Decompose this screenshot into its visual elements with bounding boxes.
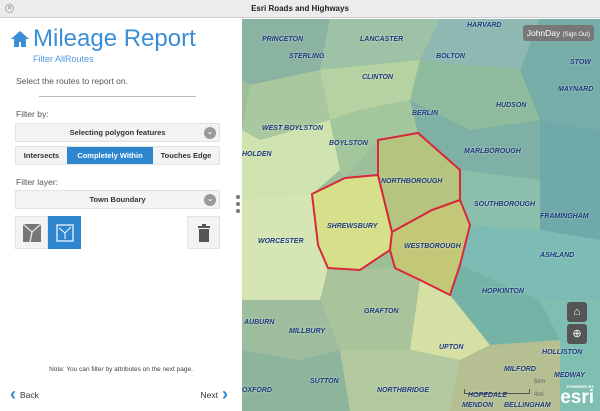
- town-label: GRAFTON: [364, 308, 399, 315]
- town-label: STOW: [570, 59, 591, 66]
- window-titlebar: × Esri Roads and Highways: [0, 0, 600, 18]
- town-label: BELLINGHAM: [504, 402, 551, 409]
- town-label: OXFORD: [242, 387, 272, 394]
- spatial-relation-segmented: Intersects Completely Within Touches Edg…: [15, 146, 220, 165]
- town-label: HOLLISTON: [542, 349, 583, 356]
- back-label: Back: [20, 389, 39, 400]
- town-label: SUTTON: [310, 378, 339, 385]
- town-label: MENDON: [462, 402, 494, 409]
- user-sign-out-button[interactable]: JohnDay (Sign Out): [522, 25, 594, 41]
- town-label: STERLING: [289, 53, 325, 60]
- town-label: CLINTON: [362, 74, 393, 81]
- scale-km: 6km: [534, 379, 546, 385]
- title-text: Mileage Report: [33, 25, 196, 52]
- town-label: WORCESTER: [258, 238, 304, 245]
- home-icon[interactable]: [10, 29, 30, 49]
- town-label: NORTHBOROUGH: [381, 178, 443, 185]
- divider: [39, 96, 196, 97]
- filter-layer-value: Town Boundary: [89, 195, 146, 204]
- town-label: HARVARD: [467, 22, 502, 29]
- town-label: LANCASTER: [360, 36, 404, 43]
- town-label: PRINCETON: [262, 36, 304, 43]
- close-window-button[interactable]: ×: [5, 4, 14, 13]
- filter-layer-label: Filter layer:: [16, 177, 59, 187]
- filter-by-select[interactable]: Selecting polygon features ⌄: [15, 123, 220, 142]
- subtitle: Filter AllRoutes: [33, 54, 94, 64]
- filter-by-label: Filter by:: [16, 109, 49, 119]
- next-label: Next: [200, 389, 218, 400]
- town-label: HOPEDALE: [468, 392, 507, 399]
- chevron-right-icon: ›: [222, 384, 228, 404]
- town-label: BOLTON: [436, 53, 465, 60]
- town-label: AUBURN: [244, 319, 275, 326]
- town-label: NORTHBRIDGE: [377, 387, 429, 394]
- town-label: FRAMINGHAM: [540, 213, 589, 220]
- town-label: HOPKINTON: [482, 288, 524, 295]
- town-label: BOYLSTON: [329, 140, 368, 147]
- town-label: MILLBURY: [289, 328, 326, 335]
- powered-by: POWERED BY: [566, 384, 594, 389]
- username: JohnDay: [526, 28, 561, 38]
- freehand-polygon-icon: [22, 222, 41, 242]
- town-label: SHREWSBURY: [327, 223, 378, 230]
- chevron-left-icon: ‹: [10, 384, 16, 404]
- home-extent-button[interactable]: ⌂: [567, 302, 587, 322]
- chevron-down-icon: ⌄: [204, 127, 216, 139]
- clear-button[interactable]: [187, 216, 220, 249]
- side-panel: Mileage Report Filter AllRoutes Select t…: [0, 19, 242, 411]
- draw-polygon-button[interactable]: [48, 216, 81, 249]
- crosshair-icon: ⊕: [572, 328, 582, 340]
- town-label: WESTBOROUGH: [404, 243, 461, 250]
- town-label: BERLIN: [412, 110, 439, 117]
- trash-icon: [197, 223, 210, 242]
- town-label: MEDWAY: [554, 372, 585, 379]
- town-label: MARLBOROUGH: [464, 148, 521, 155]
- window-title: Esri Roads and Highways: [251, 4, 349, 13]
- scale-bar: [464, 389, 530, 394]
- town-label: HOLDEN: [242, 151, 272, 158]
- option-intersects[interactable]: Intersects: [16, 147, 67, 164]
- filter-by-value: Selecting polygon features: [69, 128, 166, 137]
- town-label: UPTON: [439, 344, 464, 351]
- draw-freehand-button[interactable]: [15, 216, 48, 249]
- map-view[interactable]: PRINCETON HARVARD LANCASTER STERLING BOL…: [242, 19, 600, 411]
- note-text: Note: You can filter by attributes on th…: [49, 366, 193, 373]
- panel-resize-handle[interactable]: [236, 195, 241, 216]
- town-label: ASHLAND: [540, 252, 575, 259]
- town-label: MAYNARD: [558, 86, 594, 93]
- town-label: MILFORD: [504, 366, 536, 373]
- home-icon: ⌂: [573, 306, 581, 318]
- esri-logo: POWERED BY esri: [560, 384, 594, 409]
- back-button[interactable]: ‹ Back: [10, 384, 39, 405]
- filter-layer-select[interactable]: Town Boundary ⌄: [15, 190, 220, 209]
- option-completely-within[interactable]: Completely Within: [67, 147, 153, 164]
- next-button[interactable]: Next ›: [201, 384, 228, 405]
- town-label: WEST BOYLSTON: [262, 125, 323, 132]
- town-polygons: [242, 19, 600, 411]
- select-polygon-icon: [55, 223, 74, 242]
- page-title: Mileage Report: [10, 25, 196, 53]
- locate-button[interactable]: ⊕: [567, 324, 587, 344]
- option-touches-edge[interactable]: Touches Edge: [153, 147, 219, 164]
- logo-text: esri: [560, 387, 594, 408]
- chevron-down-icon: ⌄: [204, 194, 216, 206]
- scale-mi: 4mi: [534, 392, 544, 398]
- instruction-text: Select the routes to report on.: [16, 76, 128, 86]
- sign-out-link[interactable]: (Sign Out): [562, 32, 590, 38]
- town-label: HUDSON: [496, 102, 527, 109]
- town-label: SOUTHBOROUGH: [474, 201, 536, 208]
